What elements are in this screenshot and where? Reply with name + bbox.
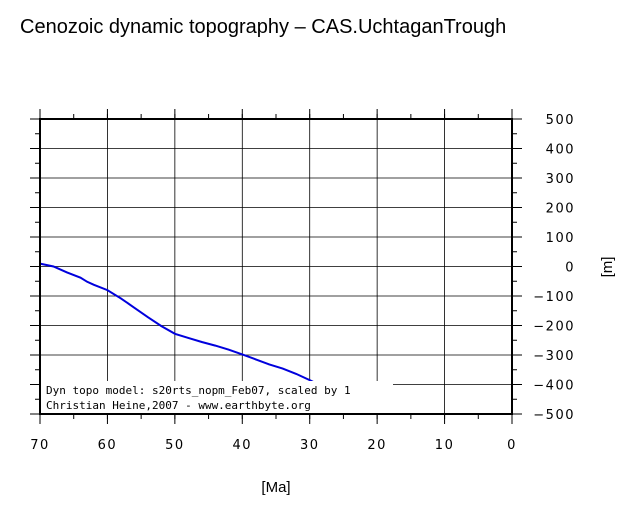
x-axis-label: [Ma] — [261, 479, 290, 496]
data-point — [187, 337, 190, 339]
annotation-box: Dyn topo model: s20rts_nopm_Feb07, scale… — [41, 381, 393, 413]
y-tick-label: 100 — [546, 231, 575, 246]
grid — [39, 118, 513, 415]
data-point — [160, 325, 163, 327]
y-tick-label: −200 — [533, 320, 575, 335]
x-tick-label: 60 — [98, 438, 118, 453]
data-point — [295, 373, 298, 375]
y-tick-label: 300 — [546, 172, 575, 187]
plot-frame — [39, 118, 513, 415]
data-point — [228, 348, 230, 351]
data-point — [86, 281, 88, 283]
y-tick-label: 500 — [546, 113, 575, 128]
y-tick-label: −100 — [533, 290, 575, 305]
y-tick-label: 400 — [546, 143, 575, 158]
data-point — [268, 363, 271, 366]
data-point — [308, 379, 311, 381]
annotation-background — [41, 381, 393, 413]
x-tick-label: 10 — [435, 438, 455, 453]
y-tick-label: 200 — [546, 202, 575, 217]
data-point — [201, 341, 203, 343]
x-tick-labels: 70 60 50 40 30 20 10 0 — [30, 438, 517, 453]
data-point — [133, 307, 136, 309]
data-point — [120, 297, 122, 300]
y-tick-labels: 500 400 300 200 100 0 −100 −200 −300 −400 −500 — [533, 113, 575, 423]
data-point — [93, 283, 95, 286]
y-tick-label: −300 — [533, 349, 575, 364]
data-point — [147, 316, 149, 319]
chart-title: Cenozoic dynamic topography – CAS.Uchtag… — [20, 16, 507, 38]
data-point — [281, 367, 284, 370]
y-tick-label: 0 — [565, 261, 575, 276]
data-point — [66, 271, 68, 274]
x-tick-label: 20 — [367, 438, 387, 453]
data-point — [52, 265, 55, 268]
x-tick-label: 70 — [30, 438, 50, 453]
data-point — [174, 332, 176, 335]
y-axis-label: [m] — [599, 257, 616, 278]
data-point — [254, 358, 257, 361]
data-point — [106, 289, 109, 291]
data-point — [214, 344, 217, 347]
y-tick-label: −500 — [533, 408, 575, 423]
data-point — [79, 276, 82, 279]
y-tick-label: −400 — [533, 379, 575, 394]
x-tick-label: 0 — [507, 438, 517, 453]
annotation-line: Christian Heine,2007 - www.earthbyte.org — [46, 399, 311, 412]
x-tick-label: 40 — [233, 438, 253, 453]
x-tick-label: 30 — [300, 438, 320, 453]
x-tick-label: 50 — [165, 438, 185, 453]
annotation-line: Dyn topo model: s20rts_nopm_Feb07, scale… — [46, 384, 351, 397]
data-point — [241, 353, 244, 356]
